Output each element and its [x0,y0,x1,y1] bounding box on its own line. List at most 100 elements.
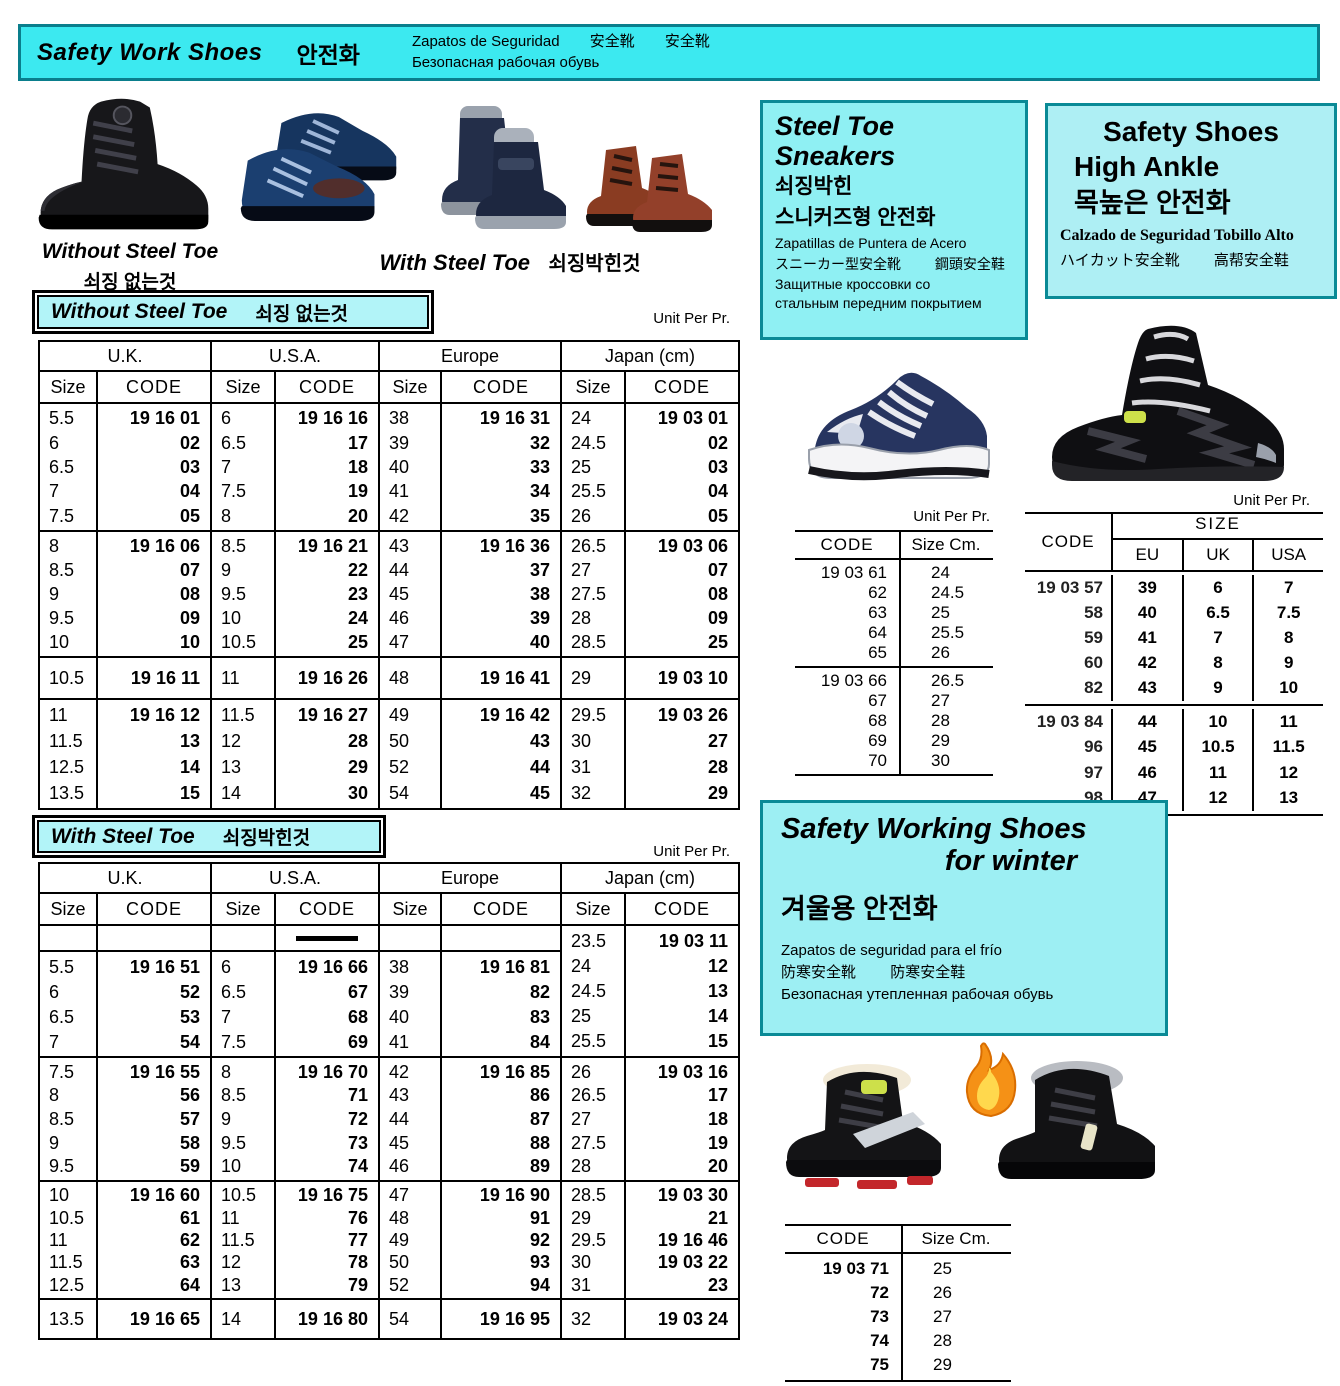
size-cell: 8.5 [49,560,75,580]
table-band: 19 16 55 56 57 58 59 [98,1058,210,1182]
code-header-cell: CODE [298,376,355,397]
size-column: 6 6.5 7 7.5 8 8.5 9 9.5 10 10.5 11 11.5 12 13 14 [212,404,276,810]
size-cell: 7 [49,481,60,502]
table-band: 29 [562,658,624,700]
column-group-body: 6 6.5 7 7.5 8 8.5 9 9.5 10 10.5 11 11.5 12 13 14 19 16 … [212,926,378,1340]
size-cell: 7.5 [1276,602,1301,622]
highankle-box-ko: 목높은 안전화 [1074,188,1231,218]
caption-with-steel-toe: With Steel Toe 쇠징박힌것 [330,247,690,276]
table-band [40,926,96,952]
size-cell: 13 [221,1274,242,1295]
table-band: 19 03 11 12 13 14 15 [626,926,738,1058]
size-cell: 25 [571,1006,592,1027]
winter-box-jazh: 防寒安全靴 防寒安全鞋 [781,963,1147,983]
table-column-group: Europe Size CODE 38 39 40 41 42 43 44 45 46 47 48 49 50… [380,864,562,1340]
size-cell: 7 [1283,577,1294,597]
size-cell: 13 [1279,788,1299,808]
size-cells: 24 24.5 25 25.5 26 [899,563,993,663]
code-column: 19 16 16 17 18 19 20 19 16 21 22 23 24 25 19 16 26… [276,404,378,810]
without-steel-toe-strip: Without Steel Toe 쇠징 없는것 [32,290,434,334]
code-cell: 19 16 12 [129,705,200,725]
column-group-body: 5.5 6 6.5 7 7.5 8 8.5 9 9.5 10 10.5 11 11.5 12.5 13.5 1… [40,926,210,1340]
code-cell: 64 [868,623,887,642]
size-cell: 11 [49,1229,68,1250]
table-band: 19 16 81 82 83 84 [442,952,560,1058]
sneaker-box-zh: 鋼頭安全鞋 [934,255,1005,272]
code-cell: 19 16 90 [479,1185,550,1206]
code-header-cell: CODE [125,898,182,919]
size-header-cell: Size [380,372,442,402]
code-header-cell: CODE [298,898,355,919]
size-cell: 8.5 [221,1085,247,1106]
size-cell: 30 [571,1252,592,1273]
size-cell: 10 [49,1185,70,1206]
code-cell: 19 03 57 [1036,577,1103,597]
size-cell: 25.5 [571,481,607,502]
size-cell: 29 [571,1207,592,1228]
size-cell: 46 [389,1156,410,1177]
column-header-row: Size CODE [40,894,210,926]
size-cell: 6 [221,408,232,429]
code-column: 19 16 51 52 53 54 19 16 55 56 57 58 59 19 16 60 61… [98,926,210,1340]
page-banner: Safety Work Shoes 안전화 Zapatos de Segurid… [18,24,1320,81]
size-cell: 10 [49,632,70,652]
size-cell: 31 [571,1274,592,1295]
code-cell: 54 [179,1031,200,1052]
size-cell: 48 [389,1207,410,1228]
code-cell: 19 03 84 [1036,711,1103,731]
code-cell: 19 16 21 [297,536,368,556]
size-column: 24 24.5 25 25.5 26 26.5 27 27.5 28 28.5 29 29.5 30 31… [562,404,626,810]
sneaker-box-title1: Steel Toe [775,111,895,141]
code-cell: 83 [529,1006,550,1027]
code-cell: 23 [707,1274,728,1295]
highankle-box-title1: Safety Shoes [1103,116,1279,147]
highankle-table-body: 19 03 57 58 59 60 82 39 40 41 42 43 6 6.5 7 8 9 7 7.5 8 9 1… [1025,572,1323,816]
table-column-group: Europe Size CODE 38 39 40 41 42 43 44 45 46 47 48 49 50… [380,342,562,810]
code-cell: 15 [179,783,200,803]
table-band: 13.5 [40,1300,96,1340]
code-cell: 19 03 10 [657,668,728,688]
size-cell: 14 [221,783,242,803]
size-cell: 26.5 [571,536,607,556]
code-cells: 19 03 61 62 63 64 65 [795,563,899,663]
code-cell: 18 [707,1108,728,1129]
code-cell: 05 [179,505,200,526]
code-cell: 71 [347,1085,368,1106]
size-cell: 43 [389,536,410,556]
size-cell: 23.5 [571,930,607,951]
table-divider [901,1226,903,1382]
size-cell: 39 [1137,577,1157,597]
code-cell: 53 [179,1006,200,1027]
size-cell: 54 [389,1309,410,1329]
size-cell: 46 [389,608,410,628]
size-cell: 47 [389,1185,410,1206]
column-header-row: Size CODE [212,894,378,926]
size-cell: 27 [571,560,592,580]
table-band: 5.5 6 6.5 7 7.5 [40,404,96,532]
code-cell: 37 [529,560,550,580]
size-cell: 9 [221,1108,232,1129]
size-table-without-steel-toe: U.K. Size CODE 5.5 6 6.5 7 7.5 8 8.5 9 9.5 10 10.5 11 1… [38,340,740,810]
table-band: 19 03 06 07 08 09 25 [626,532,738,658]
code-cell: 64 [179,1274,200,1295]
column-group-body: 38 39 40 41 42 43 44 45 46 47 48 49 50 52 54 19 16 31 32… [380,404,560,810]
code-cell: 19 16 26 [297,668,368,688]
high-ankle-size-table: CODE SIZE EU UK USA 19 03 57 58 59 60 82 39 40… [1025,512,1323,816]
code-cell: 25 [347,632,368,652]
winter-box-es: Zapatos de seguridad para el frío [781,942,1002,960]
code-cell: 32 [529,432,550,453]
size-cell: 44 [389,1108,410,1129]
winter-box: Safety Working Shoes for winter 겨울용 안전화 … [760,800,1168,1036]
code-cell: 58 [179,1132,200,1153]
table-band: 19 16 90 91 92 93 94 [442,1182,560,1300]
table-divider [899,532,901,776]
size-cell: 24 [931,563,950,582]
column-group-body: 6 6.5 7 7.5 8 8.5 9 9.5 10 10.5 11 11.5 12 13 14 19 16 … [212,404,378,810]
size-cell: 10.5 [221,632,257,652]
code-cell: 94 [529,1274,550,1295]
code-cell: 73 [870,1307,889,1326]
size-cell: 24.5 [931,583,965,602]
table-band: 19 16 66 67 68 69 [276,952,378,1058]
size-cell: 8 [1283,627,1294,647]
code-cell: 40 [529,632,550,652]
